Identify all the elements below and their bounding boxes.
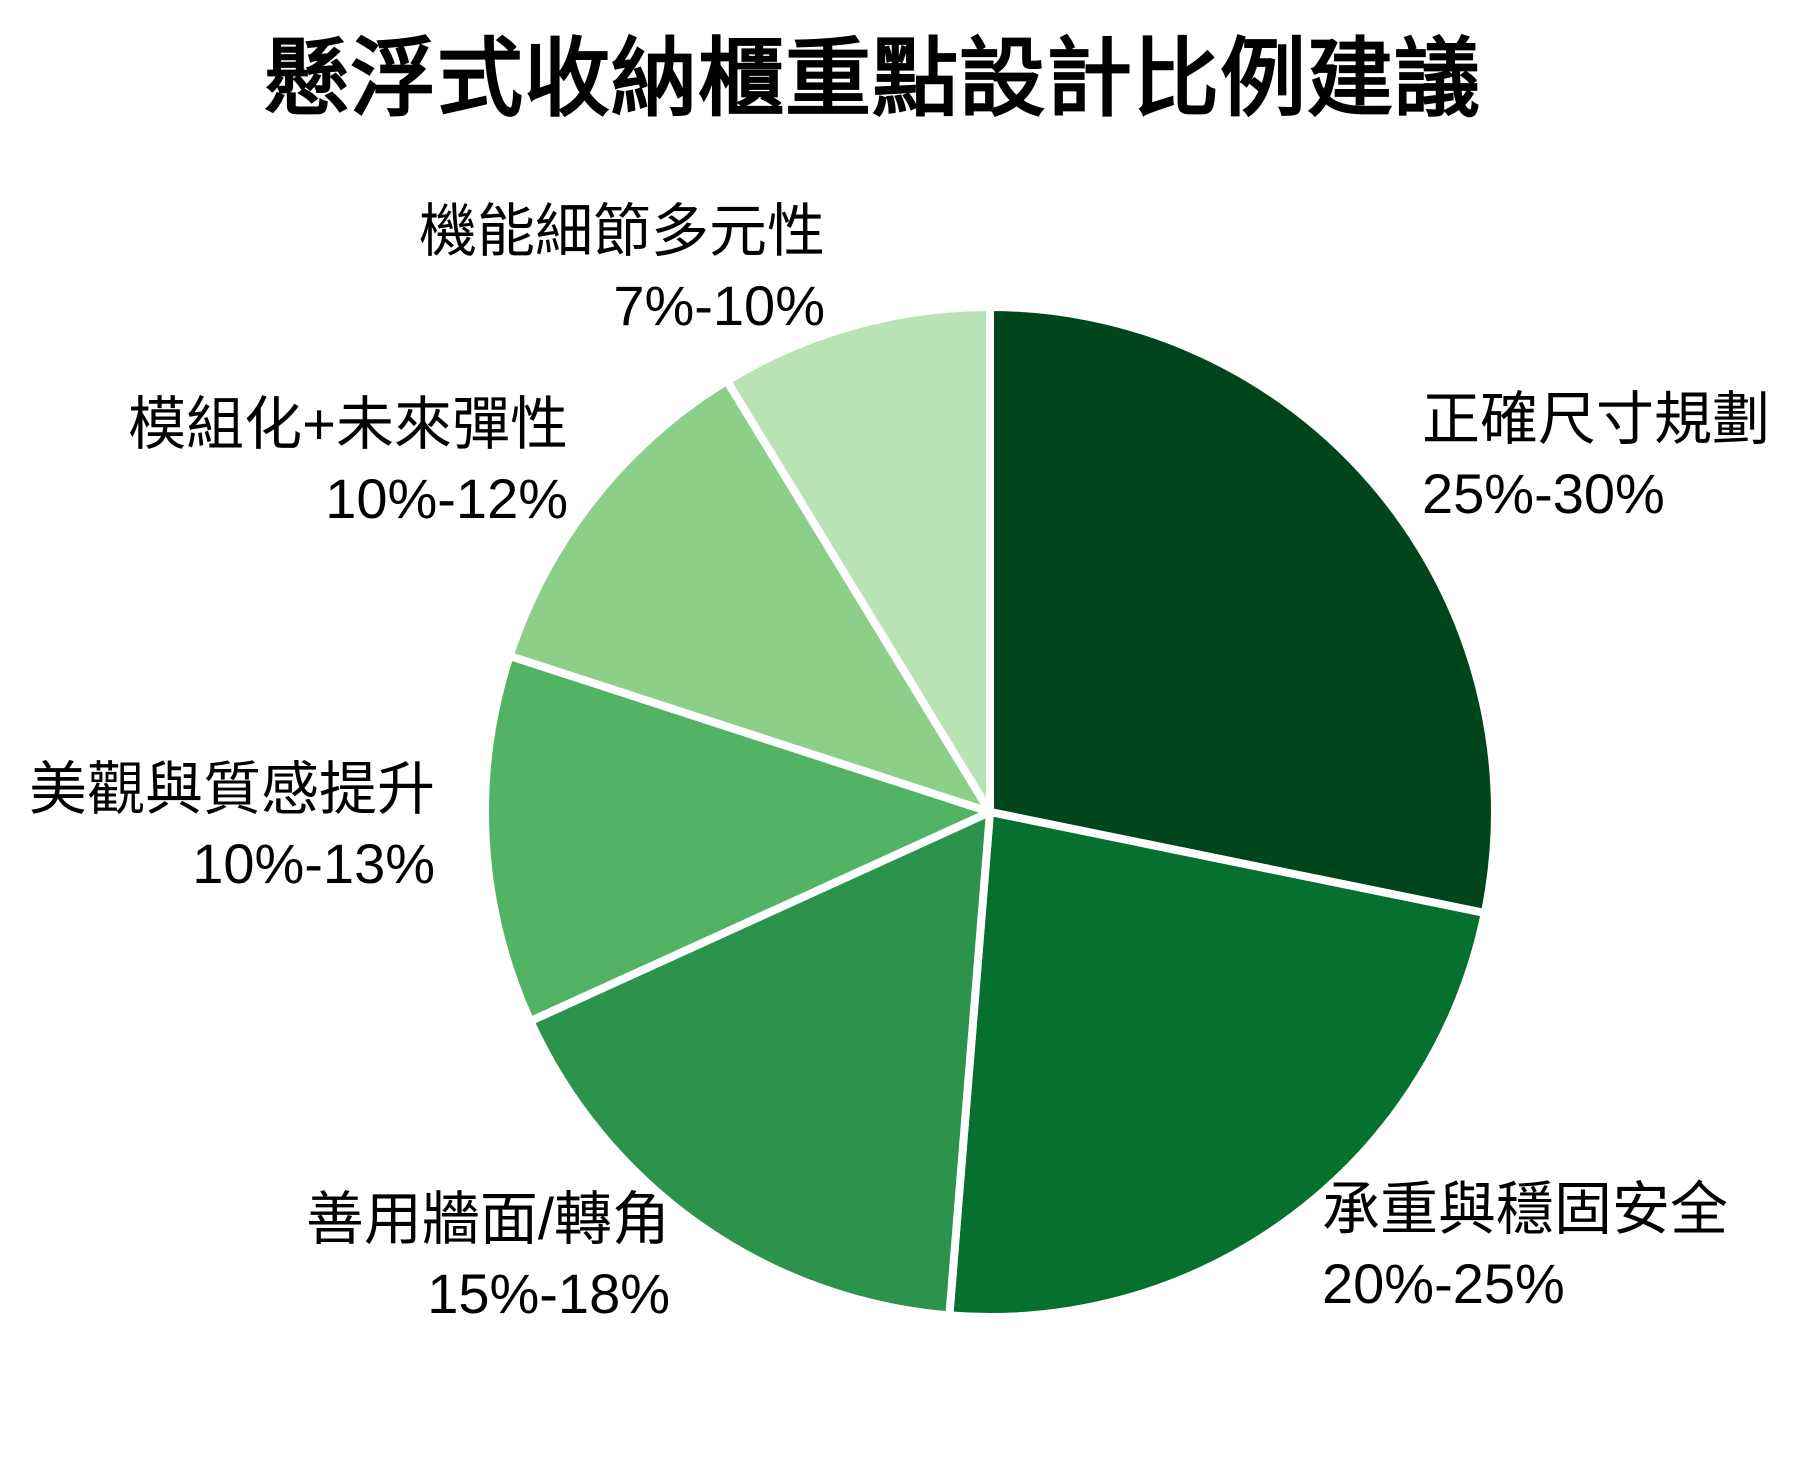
slice-label-wall-corner: 善用牆面/轉角 15%-18% xyxy=(306,1183,670,1331)
pie-slice-5 xyxy=(723,303,994,816)
pie-slice-2 xyxy=(526,808,994,1320)
slice-label-text: 模組化+未來彈性 xyxy=(128,392,568,457)
pie-slice-1 xyxy=(945,808,1489,1321)
slice-label-text: 美觀與質感提升 xyxy=(28,757,435,822)
slice-label-range: 20%-25% xyxy=(1322,1252,1565,1315)
pie-slice-4 xyxy=(505,376,994,816)
pie-slice-3 xyxy=(481,651,994,1026)
slice-label-range: 15%-18% xyxy=(427,1262,670,1325)
slice-label-range: 10%-13% xyxy=(192,832,435,895)
pie-slice-0 xyxy=(986,303,1499,918)
slice-label-range: 25%-30% xyxy=(1422,462,1665,525)
slice-label-correct-sizing: 正確尺寸規劃 25%-30% xyxy=(1422,383,1770,531)
slice-label-range: 7%-10% xyxy=(613,274,825,337)
slice-label-text: 機能細節多元性 xyxy=(418,199,825,264)
slice-label-text: 承重與穩固安全 xyxy=(1322,1177,1729,1242)
slice-label-modularity: 模組化+未來彈性 10%-12% xyxy=(128,388,568,536)
slice-label-aesthetics: 美觀與質感提升 10%-13% xyxy=(29,753,435,901)
slice-label-text: 正確尺寸規劃 xyxy=(1422,387,1771,452)
slice-label-load-bearing: 承重與穩固安全 20%-25% xyxy=(1322,1173,1728,1321)
slice-label-text: 善用牆面/轉角 xyxy=(305,1187,670,1252)
chart-title: 懸浮式收納櫃重點設計比例建議 xyxy=(263,31,1481,127)
slice-label-range: 10%-12% xyxy=(325,467,568,530)
slice-label-functional-details: 機能細節多元性 7%-10% xyxy=(419,195,825,343)
